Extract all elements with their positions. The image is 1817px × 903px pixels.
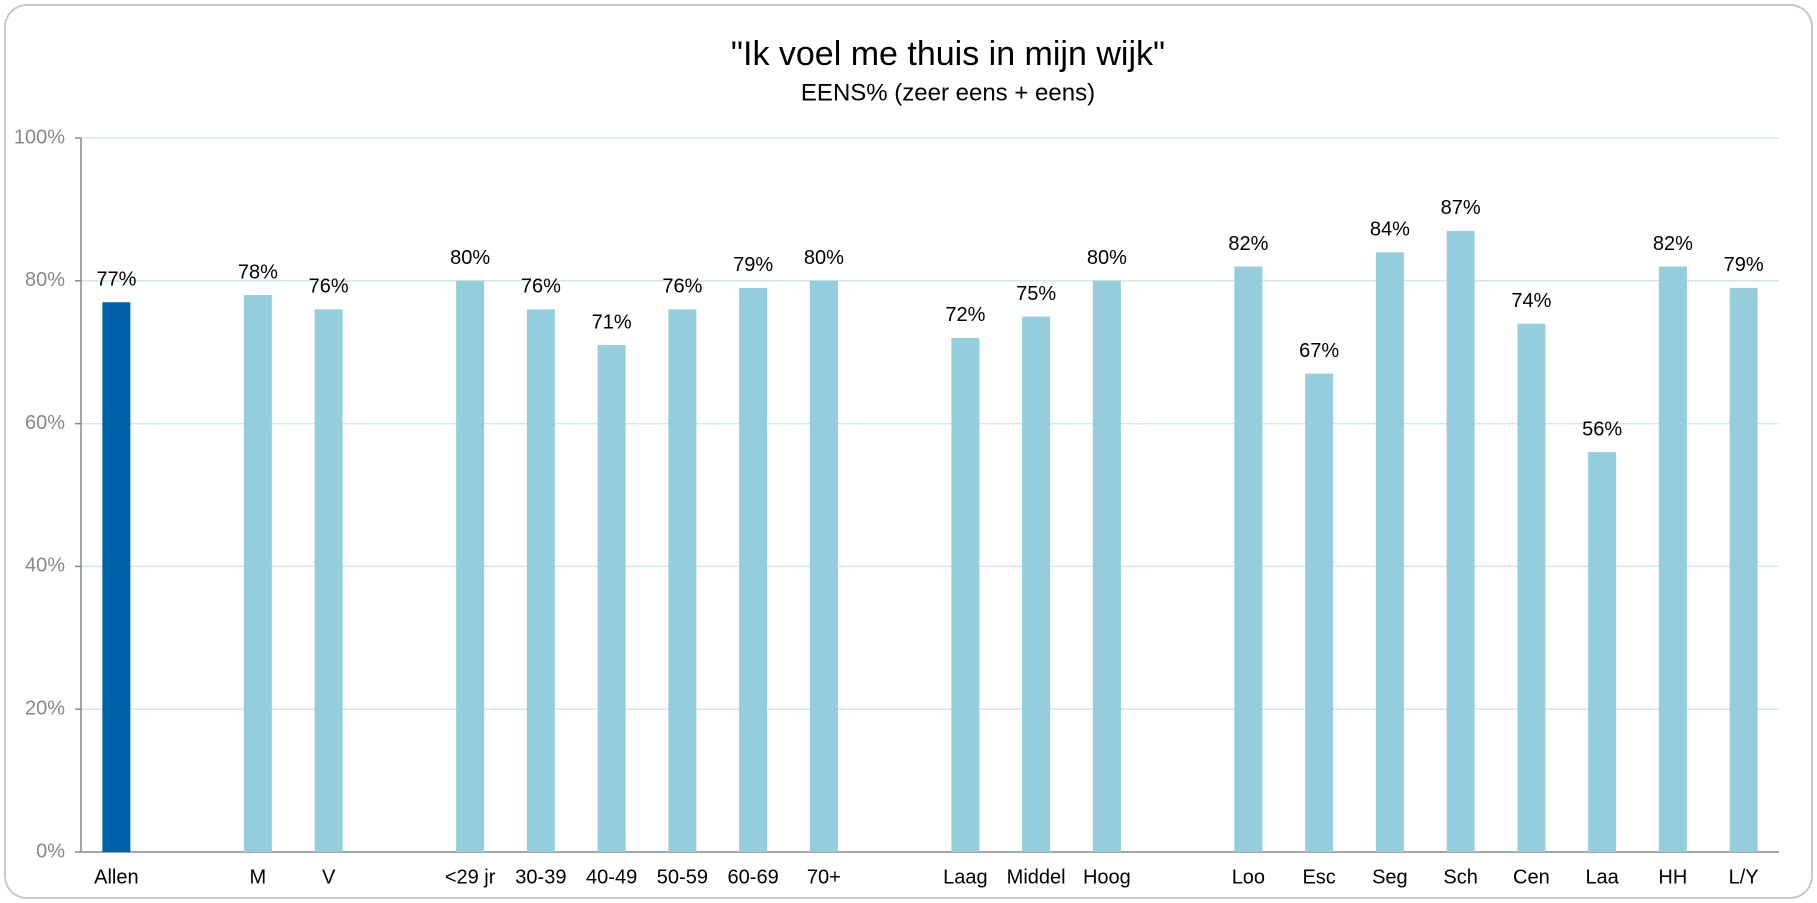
x-tick-label: Laa bbox=[1585, 866, 1619, 888]
x-tick-label: Esc bbox=[1302, 866, 1335, 888]
value-label: 82% bbox=[1228, 233, 1268, 255]
x-tick-label: Cen bbox=[1513, 866, 1550, 888]
bar bbox=[597, 345, 626, 852]
y-tick-label: 60% bbox=[25, 412, 65, 434]
bar bbox=[1658, 266, 1687, 852]
chart-subtitle: EENS% (zeer eens + eens) bbox=[801, 79, 1095, 106]
x-tick-label: V bbox=[322, 866, 336, 888]
y-tick-label: 40% bbox=[25, 555, 65, 577]
bar bbox=[809, 280, 838, 852]
value-label: 76% bbox=[521, 276, 561, 298]
y-tick-label: 80% bbox=[25, 269, 65, 291]
bar bbox=[102, 302, 131, 853]
x-tick-label: HH bbox=[1658, 866, 1687, 888]
bar bbox=[1092, 280, 1121, 852]
bar bbox=[456, 280, 485, 852]
x-tick-label: <29 jr bbox=[445, 866, 496, 888]
x-tick-label: Middel bbox=[1007, 866, 1066, 888]
x-tick-label: Loo bbox=[1232, 866, 1265, 888]
value-label: 80% bbox=[450, 247, 490, 269]
x-tick-label: L/Y bbox=[1729, 866, 1759, 888]
y-tick-label: 0% bbox=[36, 840, 65, 862]
chart-title: "Ik voel me thuis in mijn wijk" bbox=[731, 35, 1165, 73]
value-label: 82% bbox=[1653, 233, 1693, 255]
x-tick-label: 30-39 bbox=[515, 866, 566, 888]
value-label: 75% bbox=[1016, 283, 1056, 305]
value-label: 76% bbox=[662, 276, 702, 298]
bar bbox=[1375, 252, 1404, 853]
value-label: 79% bbox=[1724, 254, 1764, 276]
bar bbox=[1446, 230, 1475, 852]
value-label: 71% bbox=[592, 311, 632, 333]
x-tick-label: Allen bbox=[94, 866, 138, 888]
bar bbox=[314, 309, 343, 852]
x-tick-label: M bbox=[250, 866, 267, 888]
value-label: 72% bbox=[945, 304, 985, 326]
value-label: 79% bbox=[733, 254, 773, 276]
value-label: 80% bbox=[1087, 247, 1127, 269]
x-tick-label: 70+ bbox=[807, 866, 841, 888]
bar bbox=[1588, 452, 1617, 852]
bar bbox=[951, 337, 980, 852]
bar bbox=[1234, 266, 1263, 852]
bar bbox=[1305, 373, 1334, 852]
x-tick-label: Sch bbox=[1443, 866, 1477, 888]
bar bbox=[739, 287, 768, 852]
bar bbox=[668, 309, 697, 852]
value-label: 74% bbox=[1511, 290, 1551, 312]
x-tick-label: 50-59 bbox=[657, 866, 708, 888]
x-tick-label: Hoog bbox=[1083, 866, 1131, 888]
y-tick-label: 100% bbox=[14, 126, 65, 148]
value-label: 77% bbox=[96, 269, 136, 291]
x-tick-label: 40-49 bbox=[586, 866, 637, 888]
bar bbox=[243, 295, 272, 853]
y-tick-label: 20% bbox=[25, 697, 65, 719]
bar bbox=[526, 309, 555, 852]
value-label: 87% bbox=[1441, 197, 1481, 219]
value-label: 80% bbox=[804, 247, 844, 269]
value-label: 84% bbox=[1370, 219, 1410, 241]
value-label: 76% bbox=[309, 276, 349, 298]
x-tick-label: Laag bbox=[943, 866, 988, 888]
value-label: 56% bbox=[1582, 418, 1622, 440]
bar bbox=[1517, 323, 1546, 852]
value-label: 67% bbox=[1299, 340, 1339, 362]
x-tick-label: Seg bbox=[1372, 866, 1408, 888]
bar bbox=[1022, 316, 1051, 852]
value-label: 78% bbox=[238, 261, 278, 283]
bar bbox=[1729, 287, 1758, 852]
x-tick-label: 60-69 bbox=[728, 866, 779, 888]
